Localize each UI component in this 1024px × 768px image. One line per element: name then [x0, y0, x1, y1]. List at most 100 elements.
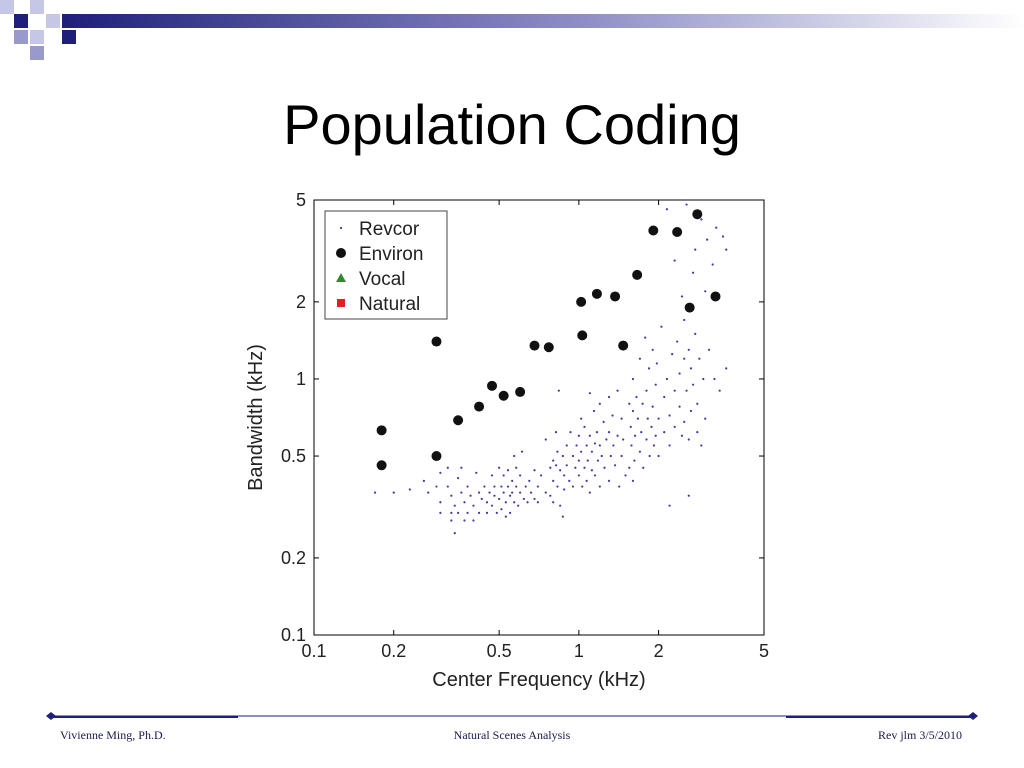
- revcor-point: [528, 479, 531, 482]
- revcor-point: [671, 353, 674, 356]
- revcor-point: [466, 485, 469, 488]
- revcor-point: [640, 431, 643, 434]
- revcor-point: [698, 357, 701, 360]
- revcor-point: [663, 395, 666, 399]
- environ-point: [692, 209, 703, 220]
- revcor-point: [641, 402, 644, 405]
- y-tick-label: 0.2: [281, 548, 306, 568]
- revcor-point: [633, 459, 636, 462]
- revcor-point: [711, 263, 714, 266]
- environ-point: [529, 340, 540, 351]
- environ-point: [474, 401, 485, 412]
- deco-square: [30, 0, 44, 14]
- revcor-point: [508, 494, 512, 497]
- revcor-point: [522, 497, 525, 501]
- revcor-point: [654, 383, 657, 386]
- revcor-point: [631, 479, 635, 482]
- revcor-point: [581, 485, 584, 488]
- x-axis-label: Center Frequency (kHz): [432, 669, 645, 691]
- revcor-point: [655, 362, 658, 365]
- revcor-point: [609, 454, 612, 458]
- environ-point: [376, 425, 387, 436]
- environ-point: [672, 226, 683, 237]
- deco-square: [14, 30, 28, 44]
- revcor-point: [657, 454, 660, 458]
- revcor-point: [439, 471, 442, 474]
- revcor-point: [694, 332, 697, 335]
- revcor-point: [673, 389, 676, 392]
- revcor-point: [696, 402, 699, 405]
- deco-square: [62, 30, 76, 44]
- revcor-point: [654, 434, 657, 437]
- revcor-point: [673, 259, 676, 262]
- x-tick-label: 2: [654, 641, 664, 661]
- revcor-point: [687, 348, 690, 351]
- y-tick-label: 0.5: [281, 446, 306, 466]
- revcor-point: [638, 450, 642, 453]
- revcor-point: [480, 497, 483, 501]
- legend-marker: [339, 226, 343, 230]
- deco-square: [46, 14, 60, 28]
- revcor-point: [439, 511, 442, 514]
- revcor-point: [603, 466, 606, 469]
- deco-square: [30, 46, 44, 60]
- revcor-point: [650, 425, 653, 428]
- revcor-point: [644, 336, 647, 339]
- revcor-point: [529, 491, 533, 494]
- revcor-point: [485, 501, 489, 504]
- revcor-point: [500, 485, 503, 488]
- revcor-point: [592, 409, 596, 413]
- revcor-point: [549, 494, 552, 497]
- revcor-point: [725, 248, 728, 251]
- revcor-point: [611, 414, 614, 417]
- revcor-point: [483, 485, 486, 488]
- revcor-point: [502, 474, 505, 477]
- revcor-point: [600, 454, 603, 458]
- revcor-point: [490, 504, 494, 507]
- revcor-point: [607, 479, 611, 482]
- footer-course: Natural Scenes Analysis: [453, 728, 571, 742]
- revcor-point: [577, 434, 580, 437]
- revcor-point: [598, 485, 601, 488]
- revcor-point: [585, 479, 588, 482]
- revcor-point: [651, 348, 654, 351]
- revcor-point: [631, 377, 635, 381]
- revcor-point: [588, 491, 591, 494]
- revcor-point: [605, 438, 608, 441]
- revcor-point: [590, 450, 594, 453]
- revcor-point: [469, 494, 472, 497]
- y-axis-label: Bandwidth (kHz): [245, 344, 267, 491]
- environ-point: [515, 386, 526, 397]
- y-tick-label: 5: [296, 190, 306, 210]
- revcor-point: [408, 488, 411, 491]
- revcor-point: [453, 532, 456, 535]
- revcor-point: [598, 402, 601, 405]
- revcor-point: [466, 511, 469, 514]
- revcor-point: [520, 450, 524, 453]
- legend-marker: [337, 299, 345, 307]
- revcor-point: [593, 474, 597, 477]
- environ-point: [576, 296, 587, 307]
- revcor-point: [598, 444, 601, 447]
- revcor-point: [585, 444, 588, 447]
- x-tick-label: 0.5: [487, 641, 512, 661]
- revcor-point: [628, 402, 631, 405]
- environ-point: [487, 380, 498, 391]
- revcor-point: [565, 464, 568, 467]
- revcor-point: [718, 389, 721, 392]
- revcor-point: [590, 469, 594, 472]
- x-tick-label: 5: [759, 641, 769, 661]
- revcor-point: [660, 325, 663, 328]
- revcor-point: [524, 485, 527, 488]
- revcor-point: [500, 508, 503, 511]
- revcor-point: [580, 450, 583, 453]
- environ-point: [710, 291, 721, 302]
- revcor-point: [498, 466, 501, 469]
- revcor-point: [689, 367, 693, 370]
- x-tick-label: 0.2: [381, 641, 406, 661]
- revcor-point: [457, 511, 460, 514]
- revcor-point: [565, 444, 568, 447]
- revcor-point: [511, 491, 514, 494]
- revcor-point: [577, 459, 580, 462]
- revcor-point: [683, 318, 686, 322]
